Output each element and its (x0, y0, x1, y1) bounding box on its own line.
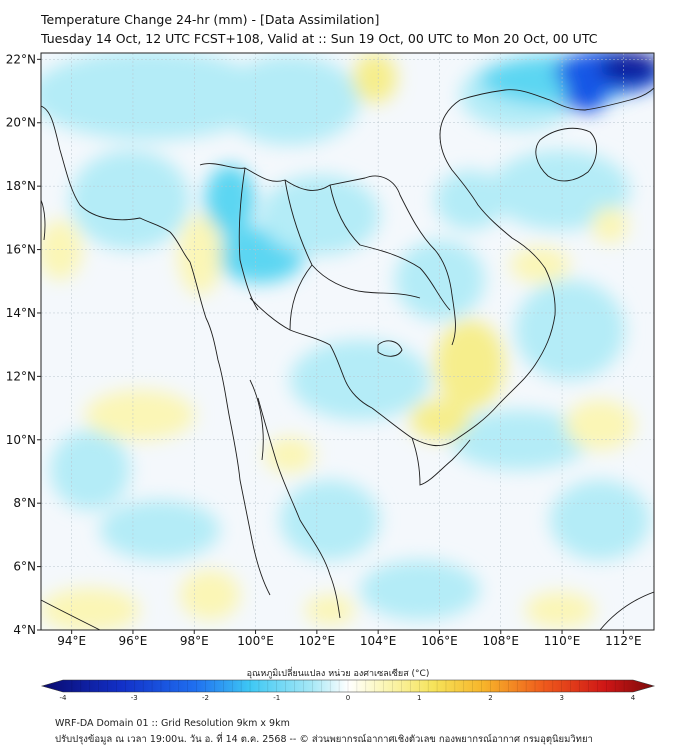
lon-tick-label: 96°E (119, 634, 148, 648)
colorbar-ticks: -4 -3 -2 -1 0 1 2 3 4 (60, 680, 636, 702)
lon-tick-label: 106°E (421, 634, 458, 648)
colorbar-tick-label: 1 (417, 694, 421, 702)
longitude-axis: 94°E 96°E 98°E 100°E 102°E 104°E 106°E 108°E 110… (57, 630, 642, 648)
colorbar-tick-label: 4 (631, 694, 636, 702)
chart-subtitle: Tuesday 14 Oct, 12 UTC FCST+108, Valid a… (41, 31, 598, 46)
lon-tick-label: 104°E (360, 634, 397, 648)
footer-model-info: WRF-DA Domain 01 :: Grid Resolution 9km … (55, 718, 290, 729)
lon-tick-label: 94°E (57, 634, 86, 648)
colorbar-tick-label: -4 (60, 694, 68, 702)
lon-tick-label: 98°E (180, 634, 209, 648)
lon-tick-label: 102°E (299, 634, 336, 648)
lat-tick-label: 12°N (6, 369, 36, 383)
colorbar-label: อุณหภูมิเปลี่ยนแปลง หน่วย องศาเซลเซียส (… (246, 669, 430, 679)
lat-tick-label: 8°N (13, 496, 36, 510)
colorbar-tick-label: 2 (488, 694, 492, 702)
temperature-change-field (41, 53, 654, 630)
latitude-axis: 22°N 20°N 18°N 16°N 14°N 12°N 10°N 8°N 6°N 4°N (6, 52, 41, 637)
chart-title: Temperature Change 24-hr (mm) - [Data As… (41, 12, 380, 27)
lat-tick-label: 20°N (6, 116, 36, 130)
footer-update-info: ปรับปรุงข้อมูล ณ เวลา 19:00น. วัน อ. ที่… (55, 734, 593, 745)
lat-tick-label: 18°N (6, 179, 36, 193)
lat-tick-label: 4°N (13, 623, 36, 637)
colorbar-tick-label: 3 (560, 694, 564, 702)
colorbar-bar (40, 679, 656, 693)
lon-tick-label: 112°E (605, 634, 642, 648)
colorbar-tick-label: -1 (273, 694, 280, 702)
colorbar-tick-label: -3 (131, 694, 138, 702)
plot-frame (40, 52, 655, 631)
lon-tick-label: 110°E (544, 634, 581, 648)
lat-tick-label: 14°N (6, 306, 36, 320)
lat-tick-label: 16°N (6, 243, 36, 257)
colorbar-tick-label: -2 (202, 694, 209, 702)
lat-tick-label: 22°N (6, 52, 36, 66)
colorbar: -4 -3 -2 -1 0 1 2 3 4 (40, 679, 656, 702)
lon-tick-label: 108°E (483, 634, 520, 648)
colorbar-tick-label: 0 (346, 694, 350, 702)
coastlines (41, 87, 654, 630)
lat-tick-label: 6°N (13, 560, 36, 574)
lon-tick-label: 100°E (237, 634, 274, 648)
graticule (41, 53, 654, 630)
lat-tick-label: 10°N (6, 433, 36, 447)
